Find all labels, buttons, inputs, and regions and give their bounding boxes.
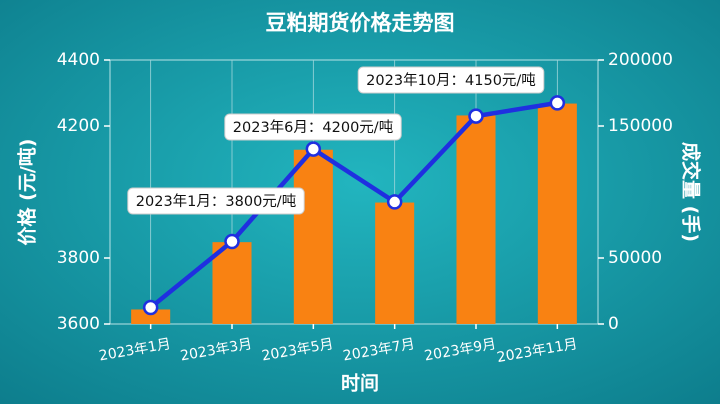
chart-title: 豆粕期货价格走势图 bbox=[266, 11, 455, 35]
line-marker bbox=[142, 299, 159, 316]
bar bbox=[537, 103, 577, 324]
annotation-text: 2023年1月：3800元/吨 bbox=[136, 193, 296, 210]
bar bbox=[456, 115, 496, 324]
y2-tick-label: 50000 bbox=[608, 248, 662, 268]
y2-tick-label: 0 bbox=[608, 314, 619, 334]
y-tick-label: 4200 bbox=[57, 116, 100, 136]
y2-tick-label: 150000 bbox=[608, 116, 673, 136]
annotation-text: 2023年6月：4200元/吨 bbox=[233, 119, 393, 136]
plot-frame bbox=[109, 59, 599, 325]
line-marker bbox=[468, 108, 484, 124]
annotation-box bbox=[224, 113, 402, 141]
line-marker bbox=[224, 233, 240, 250]
line-marker bbox=[305, 141, 322, 157]
y2-axis-title: 成交量 (手) bbox=[680, 142, 703, 242]
annotation: 2023年6月：4200元/吨 bbox=[224, 113, 402, 141]
bar bbox=[293, 149, 333, 324]
x-axis-title: 时间 bbox=[341, 373, 379, 395]
line-marker bbox=[549, 95, 566, 111]
bar bbox=[375, 202, 415, 324]
y-tick-label: 3600 bbox=[57, 314, 100, 334]
line-marker bbox=[386, 194, 403, 210]
annotation: 2023年10月：4150元/吨 bbox=[357, 66, 545, 94]
bar bbox=[212, 242, 252, 324]
bar bbox=[131, 309, 171, 324]
annotation: 2023年1月：3800元/吨 bbox=[127, 187, 305, 215]
annotation-box bbox=[357, 66, 545, 94]
y-tick-label: 4400 bbox=[57, 50, 100, 70]
annotation-text: 2023年10月：4150元/吨 bbox=[366, 72, 536, 89]
line bbox=[149, 100, 558, 310]
y-tick-label: 3800 bbox=[57, 248, 100, 268]
annotation-box bbox=[127, 187, 305, 215]
y-axis-title: 价格 (元/吨) bbox=[16, 139, 39, 246]
y2-tick-label: 200000 bbox=[608, 50, 673, 70]
